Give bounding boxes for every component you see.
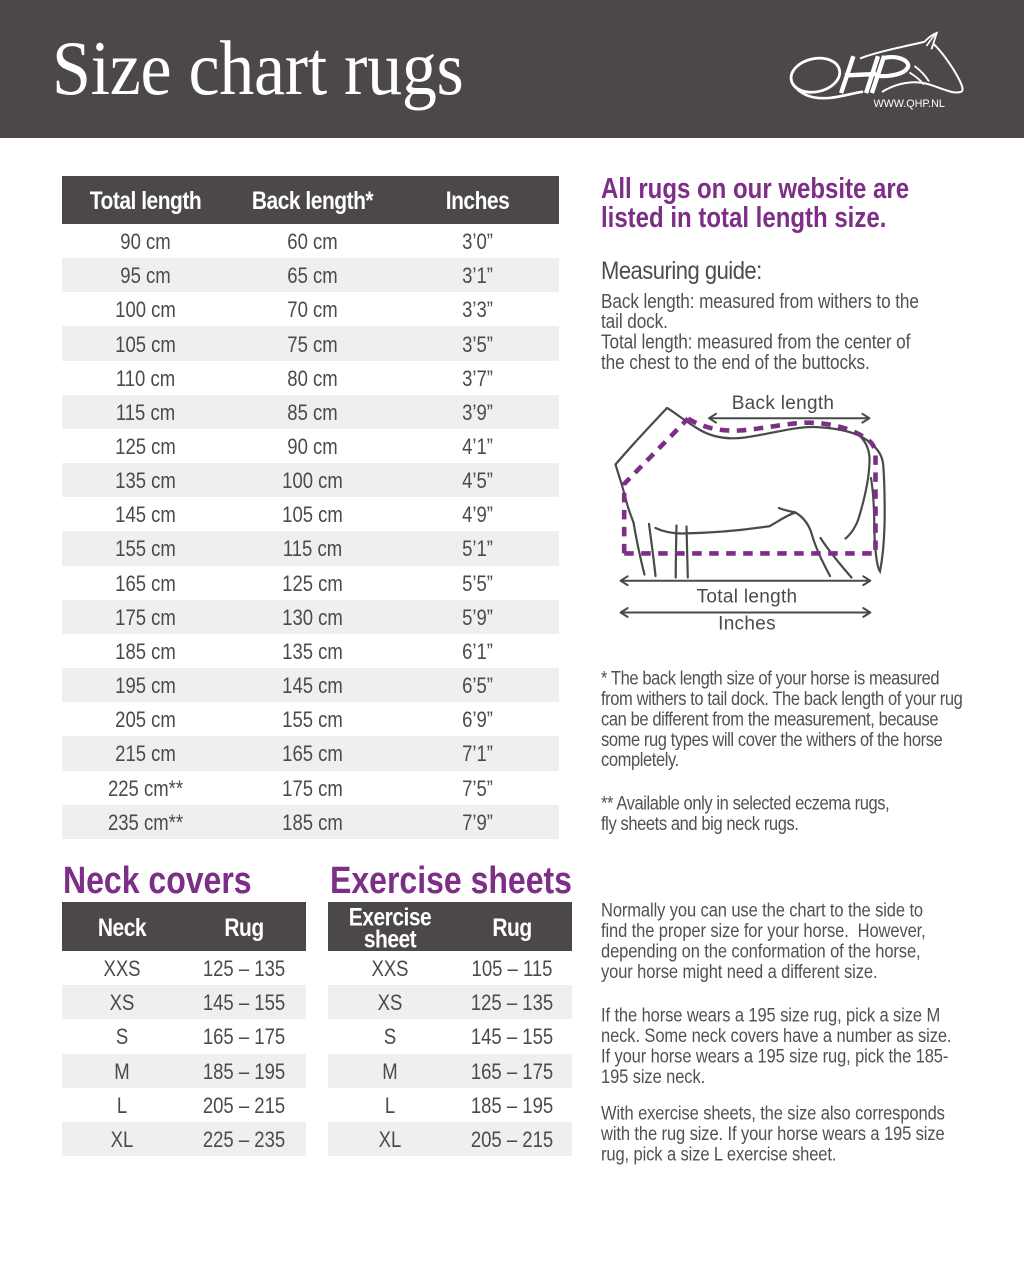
svg-text:Inches: Inches bbox=[718, 614, 776, 635]
svg-text:Total length: Total length bbox=[697, 587, 798, 608]
svg-text:Back length: Back length bbox=[732, 393, 835, 414]
svg-text:WWW.QHP.NL: WWW.QHP.NL bbox=[874, 98, 945, 110]
